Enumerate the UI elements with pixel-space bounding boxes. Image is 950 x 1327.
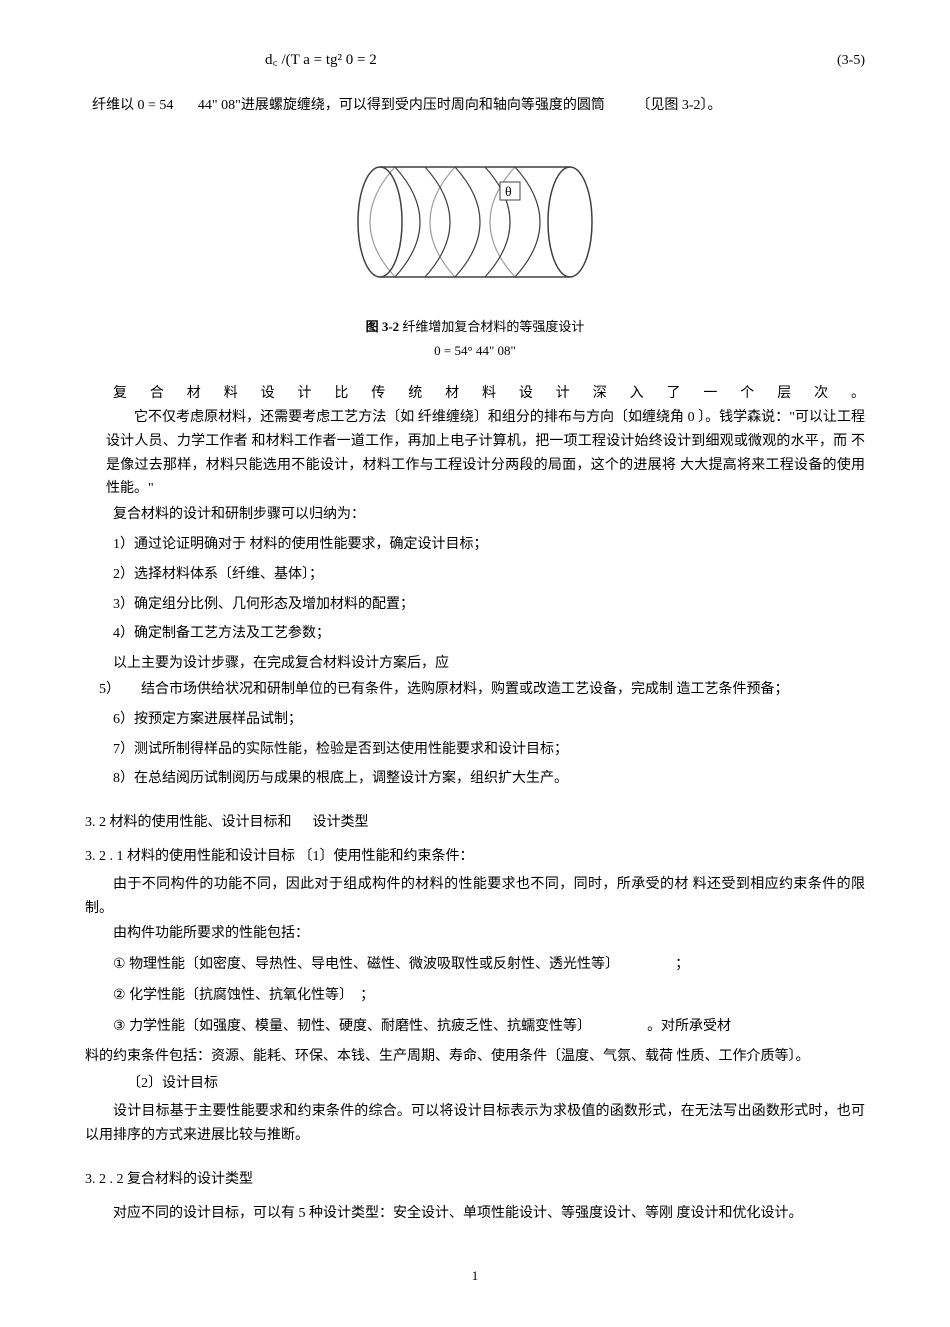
paragraph-design-depth: 复合材料设计比传统材料设计深入了一个层次。它不仅考虑原材料，还需要考虑工艺方法〔…	[85, 382, 865, 501]
figure-3-2: θ	[85, 147, 865, 306]
figure-subcaption: 0 = 54° 44" 08"	[85, 340, 865, 362]
equation-3-5: d꜀ /(T a = tg² 0 = 2	[265, 48, 377, 74]
item-3: ③ 力学性能〔如强度、模量、韧性、硬度、耐磨性、抗疲乏性、抗蠕变性等〕。对所承受…	[85, 1014, 865, 1039]
heading-3-2-1: 3. 2 . 1 材料的使用性能和设计目标 〔1〕使用性能和约束条件：	[85, 845, 865, 869]
fiber-wind-line: 纤维以 0 = 54 44" 08"进展螺旋缠绕，可以得到受内压时周向和轴向等强…	[85, 94, 865, 118]
after-steps-line: 以上主要为设计步骤，在完成复合材料设计方案后，应	[85, 652, 865, 676]
page-number: 1	[85, 1265, 865, 1287]
step-5: 5）结合市场供给状况和研制单位的已有条件，选购原材料，购置或改造工艺设备，完成制…	[85, 678, 865, 702]
step-6: 6）按预定方案进展样品试制；	[85, 708, 865, 732]
step-4: 4）确定制备工艺方法及工艺参数；	[85, 622, 865, 646]
step-2: 2）选择材料体系〔纤维、基体〕；	[85, 563, 865, 587]
paragraph-322: 对应不同的设计目标，可以有 5 种设计类型：安全设计、单项性能设计、等强度设计、…	[85, 1202, 865, 1226]
sub-2-label: 〔2〕设计目标	[85, 1072, 865, 1096]
item-1: ① 物理性能〔如密度、导热性、导电性、磁性、微波吸取性或反射性、透光性等〕；	[85, 952, 865, 977]
step-3: 3）确定组分比例、几何形态及增加材料的配置；	[85, 593, 865, 617]
figure-caption: 图 3-2 纤维增加复合材料的等强度设计	[85, 316, 865, 338]
step-1: 1）通过论证明确对于 材料的使用性能要求，确定设计目标；	[85, 533, 865, 557]
item-2: ② 化学性能〔抗腐蚀性、抗氧化性等〕 ；	[85, 983, 865, 1008]
paragraph-sub2: 设计目标基于主要性能要求和约束条件的综合。可以将设计目标表示为求极值的函数形式，…	[85, 1100, 865, 1148]
heading-3-2: 3. 2 材料的使用性能、设计目标和设计类型	[85, 811, 865, 835]
paragraph-steps-intro: 复合材料的设计和研制步骤可以归纳为：	[85, 503, 865, 527]
equation-number: (3-5)	[837, 49, 865, 73]
step-8: 8）在总结阅历试制阅历与成果的根底上，调整设计方案，组织扩大生产。	[85, 767, 865, 791]
step-7: 7）测试所制得样品的实际性能，检验是否到达使用性能要求和设计目标；	[85, 738, 865, 762]
paragraph-constraints: 料的约束条件包括：资源、能耗、环保、本钱、生产周期、寿命、使用条件〔温度、气氛、…	[85, 1045, 865, 1069]
paragraph-321-2: 由构件功能所要求的性能包括：	[85, 922, 865, 946]
theta-label: θ	[505, 185, 512, 200]
heading-3-2-2: 3. 2 . 2 复合材料的设计类型	[85, 1168, 865, 1192]
paragraph-321-1: 由于不同构件的功能不同，因此对于组成构件的材料的性能要求也不同，同时，所承受的材…	[85, 873, 865, 921]
